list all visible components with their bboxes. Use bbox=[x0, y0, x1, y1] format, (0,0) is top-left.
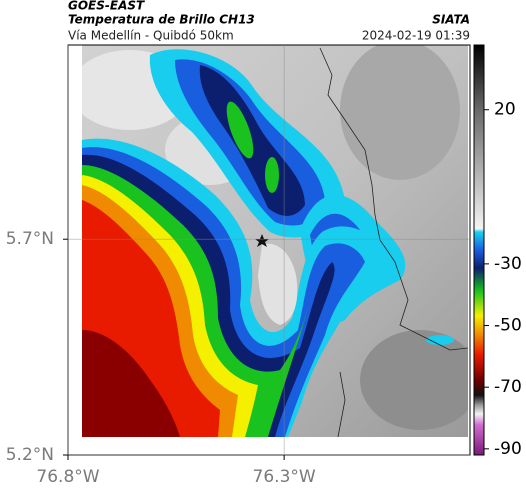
colorbar-tick-label: -90 bbox=[494, 439, 522, 459]
org: SIATA bbox=[432, 13, 470, 27]
source: GOES-EAST bbox=[68, 0, 145, 13]
x-tick-label: 76.3°W bbox=[253, 467, 316, 487]
y-tick-label: 5.7°N bbox=[6, 229, 54, 249]
colorbar-tick-label: -70 bbox=[494, 377, 522, 397]
x-tick-label: 76.8°W bbox=[36, 467, 99, 487]
colorbar-tick-label: -30 bbox=[494, 254, 522, 274]
colorbar bbox=[473, 44, 485, 456]
y-tick-label: 5.2°N bbox=[6, 445, 54, 465]
colorbar-tick-label: -50 bbox=[494, 316, 522, 336]
subtitle: Vía Medellín - Quibdó 50km bbox=[68, 29, 234, 43]
colorbar-tick-label: 20 bbox=[494, 100, 516, 120]
title: Temperatura de Brillo CH13 bbox=[68, 13, 255, 27]
satellite-image bbox=[82, 45, 468, 437]
timestamp: 2024-02-19 01:39 bbox=[362, 29, 470, 43]
